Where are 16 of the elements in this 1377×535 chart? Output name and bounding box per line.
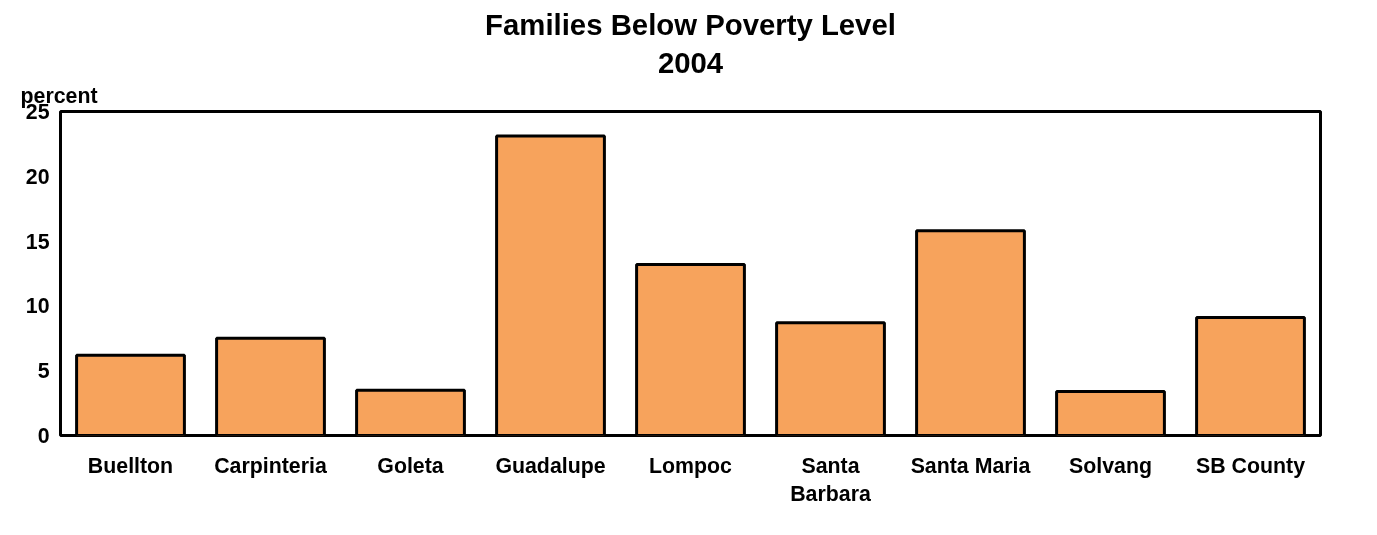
y-tick-label: 15	[25, 229, 50, 254]
x-tick-label: Santa Barbara	[790, 453, 871, 507]
y-tick-label: 20	[25, 164, 50, 189]
y-tick-label: 5	[37, 359, 50, 384]
x-tick-label: Solvang	[1069, 453, 1152, 478]
x-tick-label: Buellton	[87, 453, 174, 478]
x-tick-label: Santa Maria	[910, 453, 1031, 478]
y-tick-label: 0	[37, 424, 50, 448]
x-tick-label: Guadalupe	[495, 453, 606, 478]
x-tick-label: SB County	[1196, 453, 1306, 478]
y-tick-label: 10	[25, 294, 50, 319]
x-tick-label: Lompoc	[649, 453, 733, 478]
x-tick-label: Goleta	[377, 453, 444, 478]
x-tick-label: Carpinteria	[214, 453, 327, 478]
chart-subtitle: 2004	[657, 45, 724, 79]
chart-title: Families Below Poverty Level	[485, 7, 896, 41]
